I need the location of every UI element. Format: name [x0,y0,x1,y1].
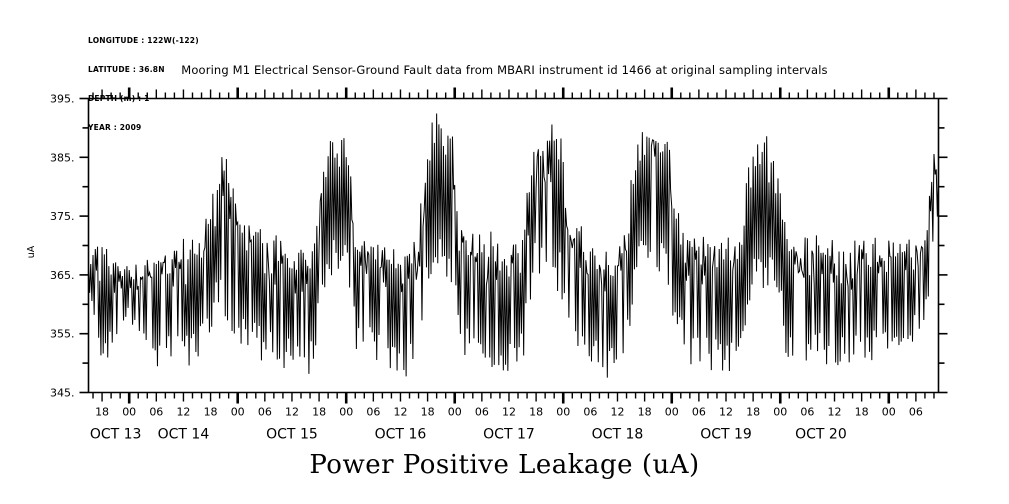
y-axis-ticks [79,97,948,394]
y-tick-label: 365. [50,269,75,282]
x-day-label: OCT 16 [375,427,427,443]
x-hour-label: 18 [421,406,435,419]
x-day-label: OCT 19 [700,427,752,443]
x-hour-label: 00 [882,406,896,419]
x-hour-label: 06 [149,406,163,419]
x-day-label: OCT 18 [592,427,644,443]
chart-title: Mooring M1 Electrical Sensor-Ground Faul… [181,63,828,77]
x-hour-label: 18 [529,406,543,419]
x-hour-label: 00 [665,406,679,419]
x-day-label: OCT 13 [90,427,142,443]
y-tick-label: 385. [50,151,75,164]
series-line [88,113,939,378]
x-hour-label: 06 [692,406,706,419]
x-hour-label: 18 [312,406,326,419]
x-hour-label: 18 [638,406,652,419]
x-day-label: OCT 14 [158,427,210,443]
plot-frame [87,97,940,394]
metadata-longitude: LONGITUDE : 122W(-122) [88,36,199,46]
y-tick-label: 375. [50,210,75,223]
x-hour-label: 12 [828,406,842,419]
x-hour-label: 12 [285,406,299,419]
data-series [88,113,939,378]
x-hour-label: 00 [339,406,353,419]
x-day-label: OCT 20 [795,427,847,443]
x-hour-label: 06 [366,406,380,419]
x-day-label: OCT 15 [266,427,318,443]
x-hour-label: 06 [909,406,923,419]
x-hour-label: 12 [719,406,733,419]
x-day-label: OCT 17 [483,427,535,443]
x-hour-label: 12 [610,406,624,419]
x-hour-label: 00 [122,406,136,419]
x-hour-label: 00 [773,406,787,419]
x-hour-label: 12 [393,406,407,419]
x-axis-hour-labels: 18 00 06 12 18 00 06 12 18 00 06 12 18 00 06 12 18 00 06 12… [95,406,923,419]
x-hour-label: 18 [855,406,869,419]
x-axis-ticks [92,87,935,404]
x-hour-label: 00 [231,406,245,419]
metadata-latitude: LATITUDE : 36.8N [88,64,165,74]
x-hour-label: 06 [258,406,272,419]
y-axis-title: uA [26,245,37,258]
y-tick-label: 395. [50,93,75,106]
metadata-year: YEAR : 2009 [88,122,142,132]
y-tick-label: 355. [50,328,75,341]
x-hour-label: 06 [475,406,489,419]
x-hour-label: 06 [583,406,597,419]
x-hour-label: 12 [502,406,516,419]
x-axis-title: Power Positive Leakage (uA) [309,450,700,480]
x-hour-label: 00 [448,406,462,419]
x-hour-label: 18 [204,406,218,419]
x-hour-label: 18 [95,406,109,419]
x-hour-label: 06 [800,406,814,419]
y-axis-tick-labels: 345. 355. 365. 375. 385. 395. [50,93,75,400]
x-hour-label: 18 [746,406,760,419]
x-hour-label: 00 [556,406,570,419]
x-hour-label: 12 [176,406,190,419]
y-tick-label: 345. [50,387,75,400]
x-axis-day-labels: OCT 13 OCT 14 OCT 15 OCT 16 OCT 17 OCT 18 OCT … [90,427,847,443]
